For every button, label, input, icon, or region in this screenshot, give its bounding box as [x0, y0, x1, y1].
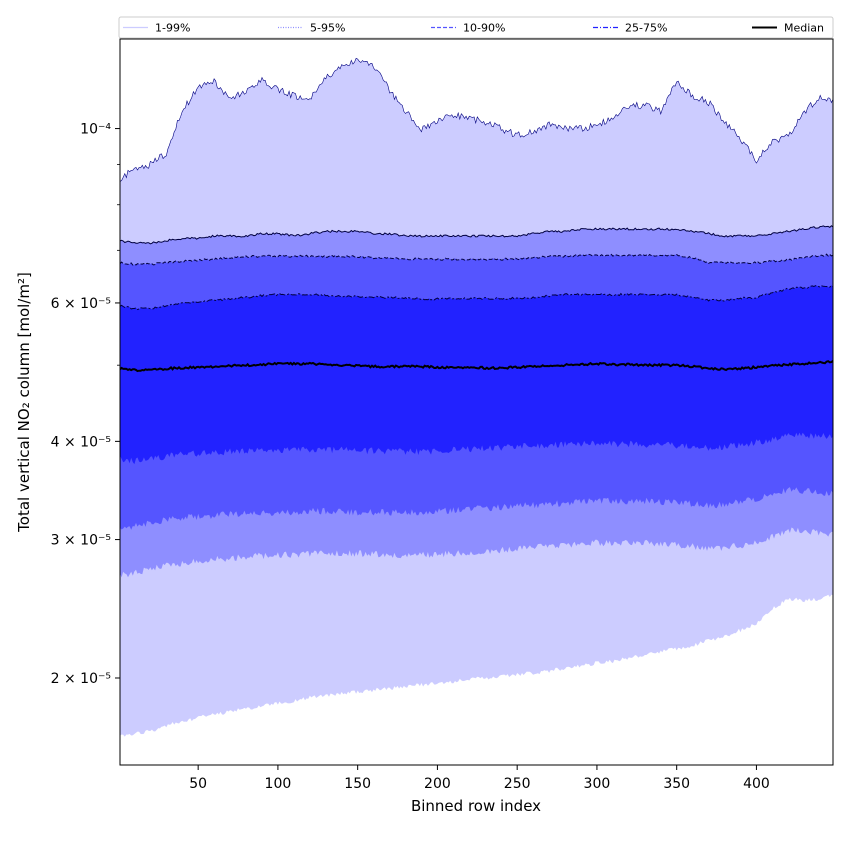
bands-layer	[120, 58, 833, 737]
y-tick-label: 2 × 10⁻⁵	[51, 671, 111, 687]
legend-label: 25-75%	[625, 22, 667, 35]
x-tick-label: 150	[344, 776, 371, 792]
x-tick-label: 400	[743, 776, 770, 792]
y-axis: 2 × 10⁻⁵ 3 × 10⁻⁵ 4 × 10⁻⁵ 6 × 10⁻⁵ 10⁻⁴	[51, 122, 120, 687]
y-tick-label: 4 × 10⁻⁵	[51, 434, 111, 450]
y-tick-label: 10⁻⁴	[80, 122, 111, 138]
x-tick-label: 300	[584, 776, 611, 792]
legend: 1-99% 5-95% 10-90% 25-75% Median	[118, 16, 834, 39]
band-upper-edge-10-90%	[120, 253, 833, 266]
x-tick-label: 200	[424, 776, 451, 792]
band-upper-edge-5-95%	[120, 225, 833, 245]
legend-items: 1-99% 5-95% 10-90% 25-75% Median	[123, 22, 824, 35]
y-tick-label: 6 × 10⁻⁵	[51, 296, 111, 312]
y-tick-label: 3 × 10⁻⁵	[51, 533, 111, 549]
band-25-75%	[120, 285, 833, 465]
band-upper-edge-25-75%	[120, 284, 833, 311]
band-edges-layer	[120, 57, 833, 311]
plot-frame	[119, 38, 834, 766]
band-upper-edge-1-99%	[120, 57, 833, 182]
legend-frame	[118, 16, 834, 39]
median-line	[120, 360, 833, 373]
legend-label: 5-95%	[310, 22, 345, 35]
x-axis-label: Binned row index	[411, 797, 541, 815]
x-axis: 50 100 150 200 250 300 350 400	[189, 765, 770, 792]
median-layer	[120, 360, 833, 373]
x-tick-label: 100	[265, 776, 292, 792]
legend-label: 1-99%	[155, 22, 190, 35]
legend-label: 10-90%	[463, 22, 505, 35]
x-tick-label: 350	[663, 776, 690, 792]
y-axis-label: Total vertical NO₂ column [mol/m²]	[15, 272, 33, 533]
x-tick-label: 250	[504, 776, 531, 792]
x-tick-label: 50	[189, 776, 207, 792]
legend-label: Median	[784, 22, 824, 35]
